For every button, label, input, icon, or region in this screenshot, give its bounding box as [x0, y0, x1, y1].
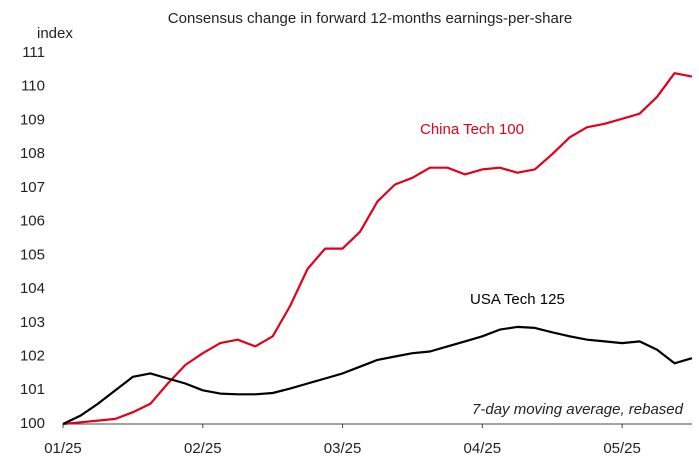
y-tick-label: 111: [22, 44, 45, 61]
chart-title: Consensus change in forward 12-months ea…: [168, 10, 572, 27]
y-tick-label: 103: [20, 314, 45, 331]
annotation: 7-day moving average, rebased: [472, 401, 684, 418]
y-tick-label: 105: [20, 246, 45, 263]
y-tick-label: 108: [20, 145, 45, 162]
y-tick-label: 101: [20, 381, 45, 398]
y-tick-label: 107: [20, 179, 45, 196]
series-label: USA Tech 125: [470, 291, 565, 308]
y-tick-label: 102: [20, 348, 45, 365]
y-tick-label: 106: [20, 213, 45, 230]
series-label: China Tech 100: [420, 121, 524, 138]
y-tick-label: 110: [21, 78, 45, 95]
x-tick-label: 02/25: [184, 440, 222, 457]
series-line: [62, 325, 693, 425]
x-tick-label: 04/25: [464, 440, 502, 457]
y-tick-label: 100: [20, 415, 45, 432]
x-tick-label: 03/25: [324, 440, 362, 457]
y-tick-label: 109: [20, 111, 45, 128]
y-tick-label: 104: [20, 280, 45, 297]
y-axis-label: index: [37, 25, 73, 42]
series-line: [62, 72, 693, 426]
x-tick-label: 05/25: [603, 440, 641, 457]
x-tick-label: 01/25: [44, 440, 82, 457]
